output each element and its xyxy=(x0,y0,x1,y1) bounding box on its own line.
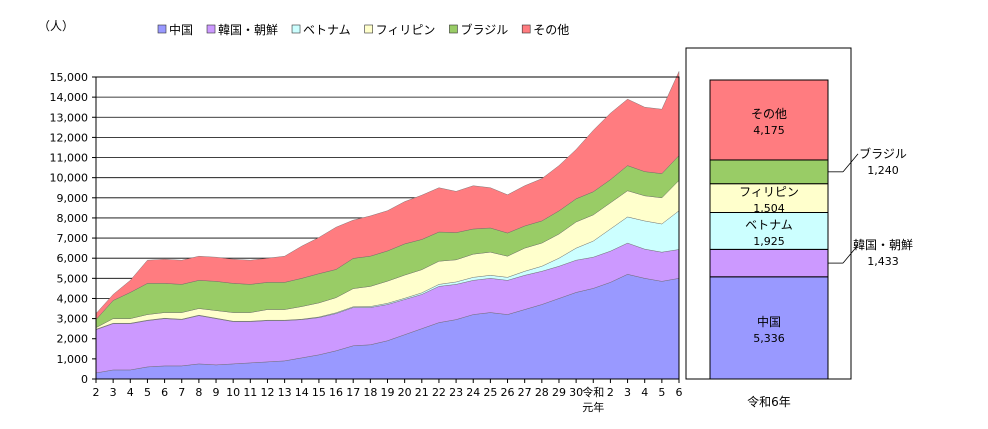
bar-segment-name: フィリピン xyxy=(739,185,799,199)
bar-segment-韓国・朝鮮 xyxy=(709,248,829,278)
x-tick-label: 14 xyxy=(295,386,309,399)
x-tick-label: 21 xyxy=(415,386,429,399)
stacked-bar: 中国 5,336 韓国・朝鮮 1,433 ベトナム 1,925 フィリピン 1,504 ブラジル… xyxy=(709,79,913,380)
x-tick-label: 16 xyxy=(329,386,343,399)
x-tick-label: 7 xyxy=(178,386,185,399)
y-tick-label: 6,000 xyxy=(57,252,89,265)
x-tick-label: 24 xyxy=(466,386,480,399)
x-tick-label: 2 xyxy=(93,386,100,399)
x-tick-label: 12 xyxy=(260,386,274,399)
y-tick-label: 12,000 xyxy=(50,131,89,144)
bar-segment-name: その他 xyxy=(751,107,787,121)
y-tick-label: 11,000 xyxy=(50,152,89,165)
x-tick-label: 5 xyxy=(658,386,665,399)
x-tick-label: 30 xyxy=(569,386,583,399)
legend-swatch xyxy=(206,24,216,34)
y-tick-label: 7,000 xyxy=(57,232,89,245)
bar-segment-name: 韓国・朝鮮 xyxy=(853,238,913,252)
legend-swatch xyxy=(291,24,301,34)
bar-segment-ベトナム xyxy=(709,212,829,250)
bar-segment-name: ベトナム xyxy=(745,218,793,232)
bar-segment-value: 1,240 xyxy=(867,164,899,177)
bar-segment-フィリピン xyxy=(709,183,829,214)
legend-swatch xyxy=(364,24,373,34)
x-tick-label: 18 xyxy=(363,386,377,399)
y-tick-label: 14,000 xyxy=(50,91,89,104)
y-tick-label: 3,000 xyxy=(57,313,89,326)
y-axis: 0 1,000 2,000 3,000 4,000 5,000 6,000 7,000 8,00… xyxy=(50,71,96,386)
bar-category-label: 令和6年 xyxy=(747,394,791,409)
x-tick-label: 20 xyxy=(398,386,412,399)
y-tick-label: 5,000 xyxy=(57,272,89,285)
legend: 中国 韓国・朝鮮 ベトナム フィリピン ブラジル その他 xyxy=(157,22,569,37)
bar-segment-value: 1,504 xyxy=(753,202,785,215)
x-tick-label: 8 xyxy=(195,386,202,399)
y-tick-label: 4,000 xyxy=(57,292,89,305)
x-tick-label: 13 xyxy=(278,386,292,399)
y-tick-label: 13,000 xyxy=(50,111,89,124)
bar-segment-その他 xyxy=(709,79,829,161)
y-tick-label: 2,000 xyxy=(57,333,89,346)
y-tick-label: 9,000 xyxy=(57,192,89,205)
x-tick-label: 26 xyxy=(501,386,515,399)
bar-segment-中国 xyxy=(709,276,829,380)
bar-segment-name: ブラジル xyxy=(859,146,907,161)
x-tick-label: 10 xyxy=(226,386,240,399)
legend-swatch xyxy=(449,24,458,34)
bar-segment-value: 4,175 xyxy=(753,124,785,137)
leader-line xyxy=(842,153,859,173)
y-tick-label: 15,000 xyxy=(50,71,89,84)
x-tick-label-sub: 元年 xyxy=(582,400,604,414)
x-tick-label: 3 xyxy=(110,386,117,399)
x-tick-label: 29 xyxy=(552,386,566,399)
bar-segment-value: 1,433 xyxy=(867,255,899,268)
legend-label: フィリピン xyxy=(376,23,436,37)
x-tick-label: 22 xyxy=(432,386,446,399)
y-tick-label: 10,000 xyxy=(50,172,89,185)
x-tick-label: 2 xyxy=(607,386,614,399)
y-tick-label: 0 xyxy=(81,373,88,386)
x-tick-label: 4 xyxy=(641,386,648,399)
x-tick-label: 15 xyxy=(312,386,326,399)
x-tick-label: 6 xyxy=(676,386,683,399)
x-tick-label: 25 xyxy=(483,386,497,399)
bar-segment-name: 中国 xyxy=(757,314,781,329)
legend-label: ベトナム xyxy=(303,23,351,37)
leader-line xyxy=(842,244,859,264)
y-tick-label: 8,000 xyxy=(57,212,89,225)
bar-segment-value: 1,925 xyxy=(753,235,785,248)
x-tick-label: 17 xyxy=(346,386,360,399)
y-unit-label: （人） xyxy=(38,19,74,33)
y-tick-label: 1,000 xyxy=(57,353,89,366)
legend-swatch xyxy=(521,24,531,34)
x-tick-label: 19 xyxy=(381,386,395,399)
x-tick-label: 28 xyxy=(535,386,549,399)
bar-segment-value: 5,336 xyxy=(753,332,785,345)
bar-segment-ブラジル xyxy=(709,159,829,185)
x-axis: 2 3 4 5 6 7 8 9 10 11 12 13 14 15 16 17 18 19 20 21 22 23 24 25… xyxy=(93,379,683,414)
x-tick-label: 4 xyxy=(127,386,134,399)
legend-swatch xyxy=(157,24,167,34)
x-tick-label: 3 xyxy=(624,386,631,399)
x-tick-label: 11 xyxy=(243,386,257,399)
x-tick-label: 23 xyxy=(449,386,463,399)
legend-label: ブラジル xyxy=(460,22,508,37)
x-tick-label: 5 xyxy=(144,386,151,399)
x-tick-label: 27 xyxy=(518,386,532,399)
legend-label: その他 xyxy=(533,23,569,37)
legend-label: 中国 xyxy=(169,22,193,37)
legend-label: 韓国・朝鮮 xyxy=(218,23,278,37)
x-tick-label: 令和 xyxy=(582,385,604,399)
x-tick-label: 6 xyxy=(161,386,168,399)
x-tick-label: 9 xyxy=(213,386,220,399)
stacked-areas xyxy=(95,71,680,380)
